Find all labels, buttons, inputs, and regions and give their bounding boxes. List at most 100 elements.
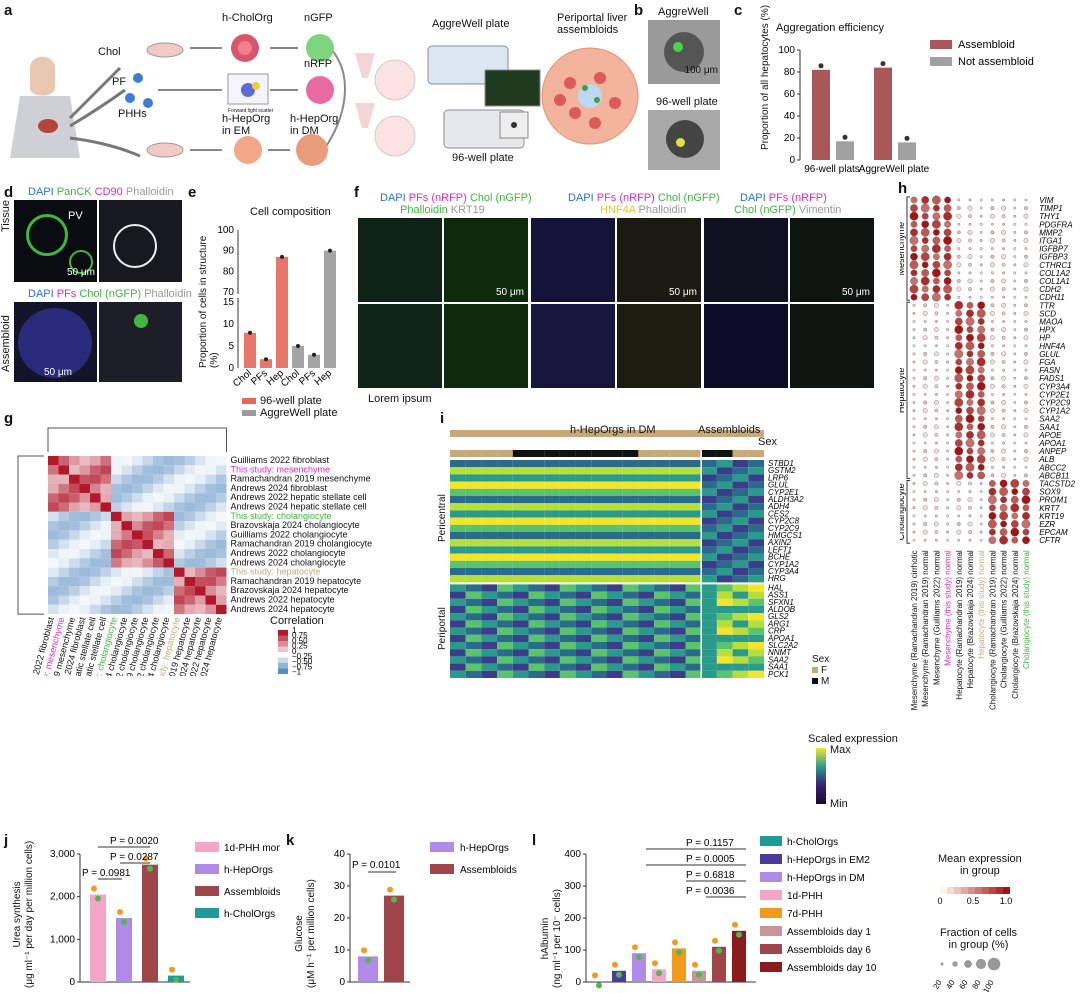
dot (957, 222, 961, 226)
dot (988, 536, 997, 545)
dot (946, 498, 949, 502)
heatmap-cell (450, 663, 466, 671)
heatmap-cell (174, 530, 185, 540)
heatmap-cell (174, 483, 185, 494)
heatmap-cell (607, 627, 623, 635)
heatmap-cell (685, 553, 702, 561)
dot (954, 463, 963, 472)
dot (946, 401, 949, 404)
heatmap-cell (716, 656, 733, 664)
dot (965, 317, 975, 326)
heatmap-cell (669, 460, 686, 468)
data-point (147, 865, 153, 872)
heatmap-cell (638, 496, 655, 504)
heatmap-cell (512, 503, 529, 511)
row-label: Guilliams 2022 fibroblast (231, 455, 330, 465)
heatmap-cell (69, 456, 80, 466)
heatmap-cell (497, 656, 513, 664)
dot (910, 220, 918, 228)
heatmap-cell (654, 670, 670, 678)
heatmap-cell (748, 656, 764, 664)
heatmap-cell (195, 595, 206, 605)
dot (956, 481, 962, 486)
heatmap-cell (732, 598, 749, 606)
bar (142, 864, 158, 982)
pv-label: PV (68, 210, 83, 222)
gene-label: HP (1039, 334, 1051, 343)
heatmap-cell (559, 613, 576, 621)
row-label: Andrews 2024 fibroblast (231, 483, 328, 493)
heatmap-cell (701, 656, 717, 664)
dot (923, 465, 927, 469)
heatmap-cell (591, 627, 607, 635)
dot (966, 358, 974, 366)
dot (955, 431, 963, 439)
dot (956, 529, 962, 535)
dot (912, 303, 916, 307)
heatmap-cell (205, 465, 216, 475)
heatmap-cell (465, 575, 482, 583)
heatmap-cell (174, 595, 185, 605)
legend-swatch (760, 944, 782, 954)
heatmap-cell (701, 634, 717, 642)
dot (1013, 263, 1017, 267)
heatmap-cell (544, 670, 560, 678)
heatmap-cell (559, 656, 576, 664)
legend-label: h-HepOrgs in DM (787, 873, 865, 884)
bar (732, 930, 746, 982)
data-point (842, 134, 848, 140)
heatmap-cell (195, 549, 206, 559)
heatmap-cell (450, 613, 466, 621)
dot (977, 390, 985, 398)
panel-f-stain2: DAPI PFs (nRFP) Chol (nGFP) (568, 192, 720, 204)
heatmap-cell (638, 517, 655, 525)
heatmap-cell (669, 568, 686, 576)
heatmap-cell (685, 481, 702, 489)
heatmap-cell (748, 634, 764, 642)
heatmap-cell (528, 539, 545, 547)
dot (977, 301, 986, 310)
group-axis-label: Cholangiocyte (this study) normal (1022, 550, 1031, 669)
sex-cell (622, 450, 639, 457)
dot (990, 303, 995, 308)
group-axis-label: Hepatocyte (Ramachandran 2019) normal (955, 550, 964, 700)
heatmap-cell (79, 586, 90, 596)
heatmap-cell (481, 553, 498, 561)
heatmap-cell (111, 502, 122, 512)
dot (954, 325, 964, 335)
heatmap-cell (544, 620, 560, 628)
heatmap-cell (732, 546, 749, 554)
heatmap-cell (669, 584, 686, 592)
dot (922, 311, 928, 316)
heatmap-cell (163, 456, 174, 466)
dot (910, 228, 918, 237)
dot (1024, 344, 1028, 348)
dot (943, 252, 952, 261)
heatmap-cell (79, 567, 90, 577)
dot (979, 214, 983, 218)
heatmap-cell (184, 502, 195, 512)
heatmap-cell (184, 549, 195, 559)
heatmap-cell (512, 517, 529, 525)
heatmap-cell (48, 511, 59, 522)
heatmap-cell (622, 642, 639, 650)
heatmap-cell (174, 604, 185, 615)
heatmap-cell (544, 481, 560, 489)
dot (943, 236, 952, 245)
dot (977, 374, 986, 383)
heatmap-cell (591, 503, 607, 511)
heatmap-cell (559, 560, 576, 568)
heatmap-cell (716, 474, 733, 482)
heatmap-cell (465, 524, 482, 532)
dot (1023, 432, 1029, 438)
label-hheporg-em: h-HepOrg in EM (222, 113, 271, 137)
heatmap-cell (591, 642, 607, 650)
gene-label: PCK1 (768, 670, 789, 678)
dot (946, 538, 949, 542)
heatmap-cell (591, 517, 607, 525)
heatmap-cell (481, 606, 498, 614)
heatmap-cell (90, 586, 101, 596)
dot (946, 473, 949, 477)
y-tick-label: 40 (784, 111, 796, 122)
